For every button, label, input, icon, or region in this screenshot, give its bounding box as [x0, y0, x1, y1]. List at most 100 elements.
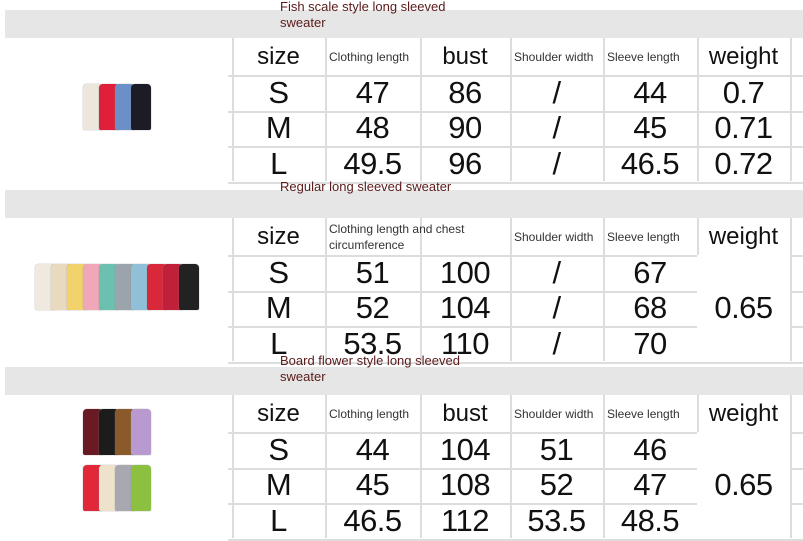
product-image — [83, 84, 151, 130]
table-cell: 46.5 — [343, 502, 402, 538]
col-divider — [790, 218, 792, 361]
col-divider — [603, 38, 605, 181]
table-cell: S — [268, 74, 289, 110]
table-cell: 49.5 — [343, 145, 402, 181]
col-divider — [510, 395, 512, 538]
column-header: Shoulder width — [514, 49, 594, 64]
sweater-swatch — [147, 264, 167, 310]
column-header: weight — [708, 222, 779, 250]
col-divider — [232, 395, 234, 538]
row-divider — [228, 326, 803, 328]
table-cell: / — [552, 74, 561, 110]
table-cell: 0.7 — [722, 74, 765, 110]
table-cell: S — [268, 431, 289, 467]
table-cell: / — [552, 110, 561, 146]
table-cell: 44 — [633, 74, 667, 110]
column-header: Sleeve length — [607, 406, 680, 421]
row-divider — [228, 538, 803, 541]
sweater-swatch — [179, 264, 199, 310]
row-divider — [228, 503, 803, 505]
table-cell: 96 — [448, 145, 482, 181]
section-title: Fish scale style long sleeved sweater — [280, 0, 446, 30]
col-divider — [325, 38, 327, 181]
table-cell: M — [265, 290, 292, 326]
column-header: bust — [442, 42, 488, 70]
column-header: size — [257, 42, 300, 70]
row-divider — [228, 467, 803, 470]
table-cell: 52 — [539, 467, 574, 503]
sweater-swatch — [51, 264, 71, 310]
table-cell: 0.71 — [714, 110, 773, 146]
table-cell: 67 — [633, 254, 667, 290]
table-cell: 45 — [355, 467, 390, 503]
table-cell: / — [552, 254, 561, 290]
col-divider — [510, 218, 512, 361]
section-band — [5, 190, 803, 218]
col-divider — [420, 218, 422, 361]
table-cell: M — [265, 110, 292, 146]
sweater-swatch — [131, 84, 151, 130]
table-cell: / — [552, 325, 561, 361]
sweater-swatch — [115, 264, 135, 310]
table-cell: 45 — [633, 110, 667, 146]
col-divider — [420, 395, 422, 538]
sweater-swatch — [83, 264, 103, 310]
section-band — [5, 10, 803, 38]
col-divider — [790, 38, 792, 181]
table-cell: 68 — [633, 290, 667, 326]
column-header: Clothing length and chest circumference — [329, 221, 465, 252]
row-divider — [228, 181, 803, 184]
sweater-swatch — [99, 409, 119, 455]
column-header: Clothing length — [329, 49, 410, 64]
sweater-swatch — [131, 465, 151, 511]
table-cell: 112 — [441, 502, 489, 538]
table-cell: 46 — [633, 431, 667, 467]
sweater-swatch — [83, 84, 103, 130]
sweater-swatch — [115, 84, 135, 130]
table-cell: / — [552, 290, 561, 326]
col-divider — [697, 38, 699, 181]
table-cell: 47 — [355, 74, 390, 110]
col-divider — [325, 395, 327, 538]
sweater-swatch — [67, 264, 87, 310]
table-cell: 51 — [539, 431, 574, 467]
column-header: weight — [708, 42, 779, 70]
table-cell: 100 — [439, 254, 491, 290]
table-cell: 48.5 — [620, 502, 680, 538]
col-divider — [420, 38, 422, 181]
table-cell: 52 — [355, 290, 390, 326]
table-cell: M — [265, 467, 292, 503]
column-header: size — [257, 399, 300, 427]
row-divider — [228, 361, 803, 364]
col-divider — [510, 38, 512, 181]
section-title: Board flower style long sleeved sweater — [280, 353, 460, 384]
table-cell: 70 — [633, 325, 667, 361]
table-cell: 108 — [439, 467, 491, 503]
col-divider — [790, 395, 792, 538]
sweater-swatch — [99, 84, 119, 130]
section-title: Regular long sleeved sweater — [280, 179, 452, 194]
table-cell: 46.5 — [620, 145, 680, 181]
weight-value: 0.65 — [697, 255, 790, 362]
col-divider — [603, 218, 605, 361]
sweater-swatch — [99, 465, 119, 511]
col-divider — [603, 395, 605, 538]
sweater-swatch — [163, 264, 183, 310]
table-cell: 104 — [439, 431, 491, 467]
weight-value: 0.65 — [697, 432, 790, 539]
col-divider — [325, 218, 327, 361]
product-image — [83, 409, 151, 455]
col-divider — [232, 218, 234, 361]
table-cell: 51 — [355, 254, 390, 290]
sweater-swatch — [131, 264, 151, 310]
sweater-swatch — [83, 409, 103, 455]
column-header: weight — [708, 399, 779, 427]
product-image — [83, 465, 151, 511]
column-header: size — [257, 222, 300, 250]
table-cell: 44 — [355, 431, 390, 467]
column-header: Shoulder width — [514, 406, 594, 421]
table-cell: 104 — [439, 290, 491, 326]
table-cell: 90 — [448, 110, 482, 146]
table-cell: 47 — [633, 467, 667, 503]
section-band — [5, 367, 803, 395]
